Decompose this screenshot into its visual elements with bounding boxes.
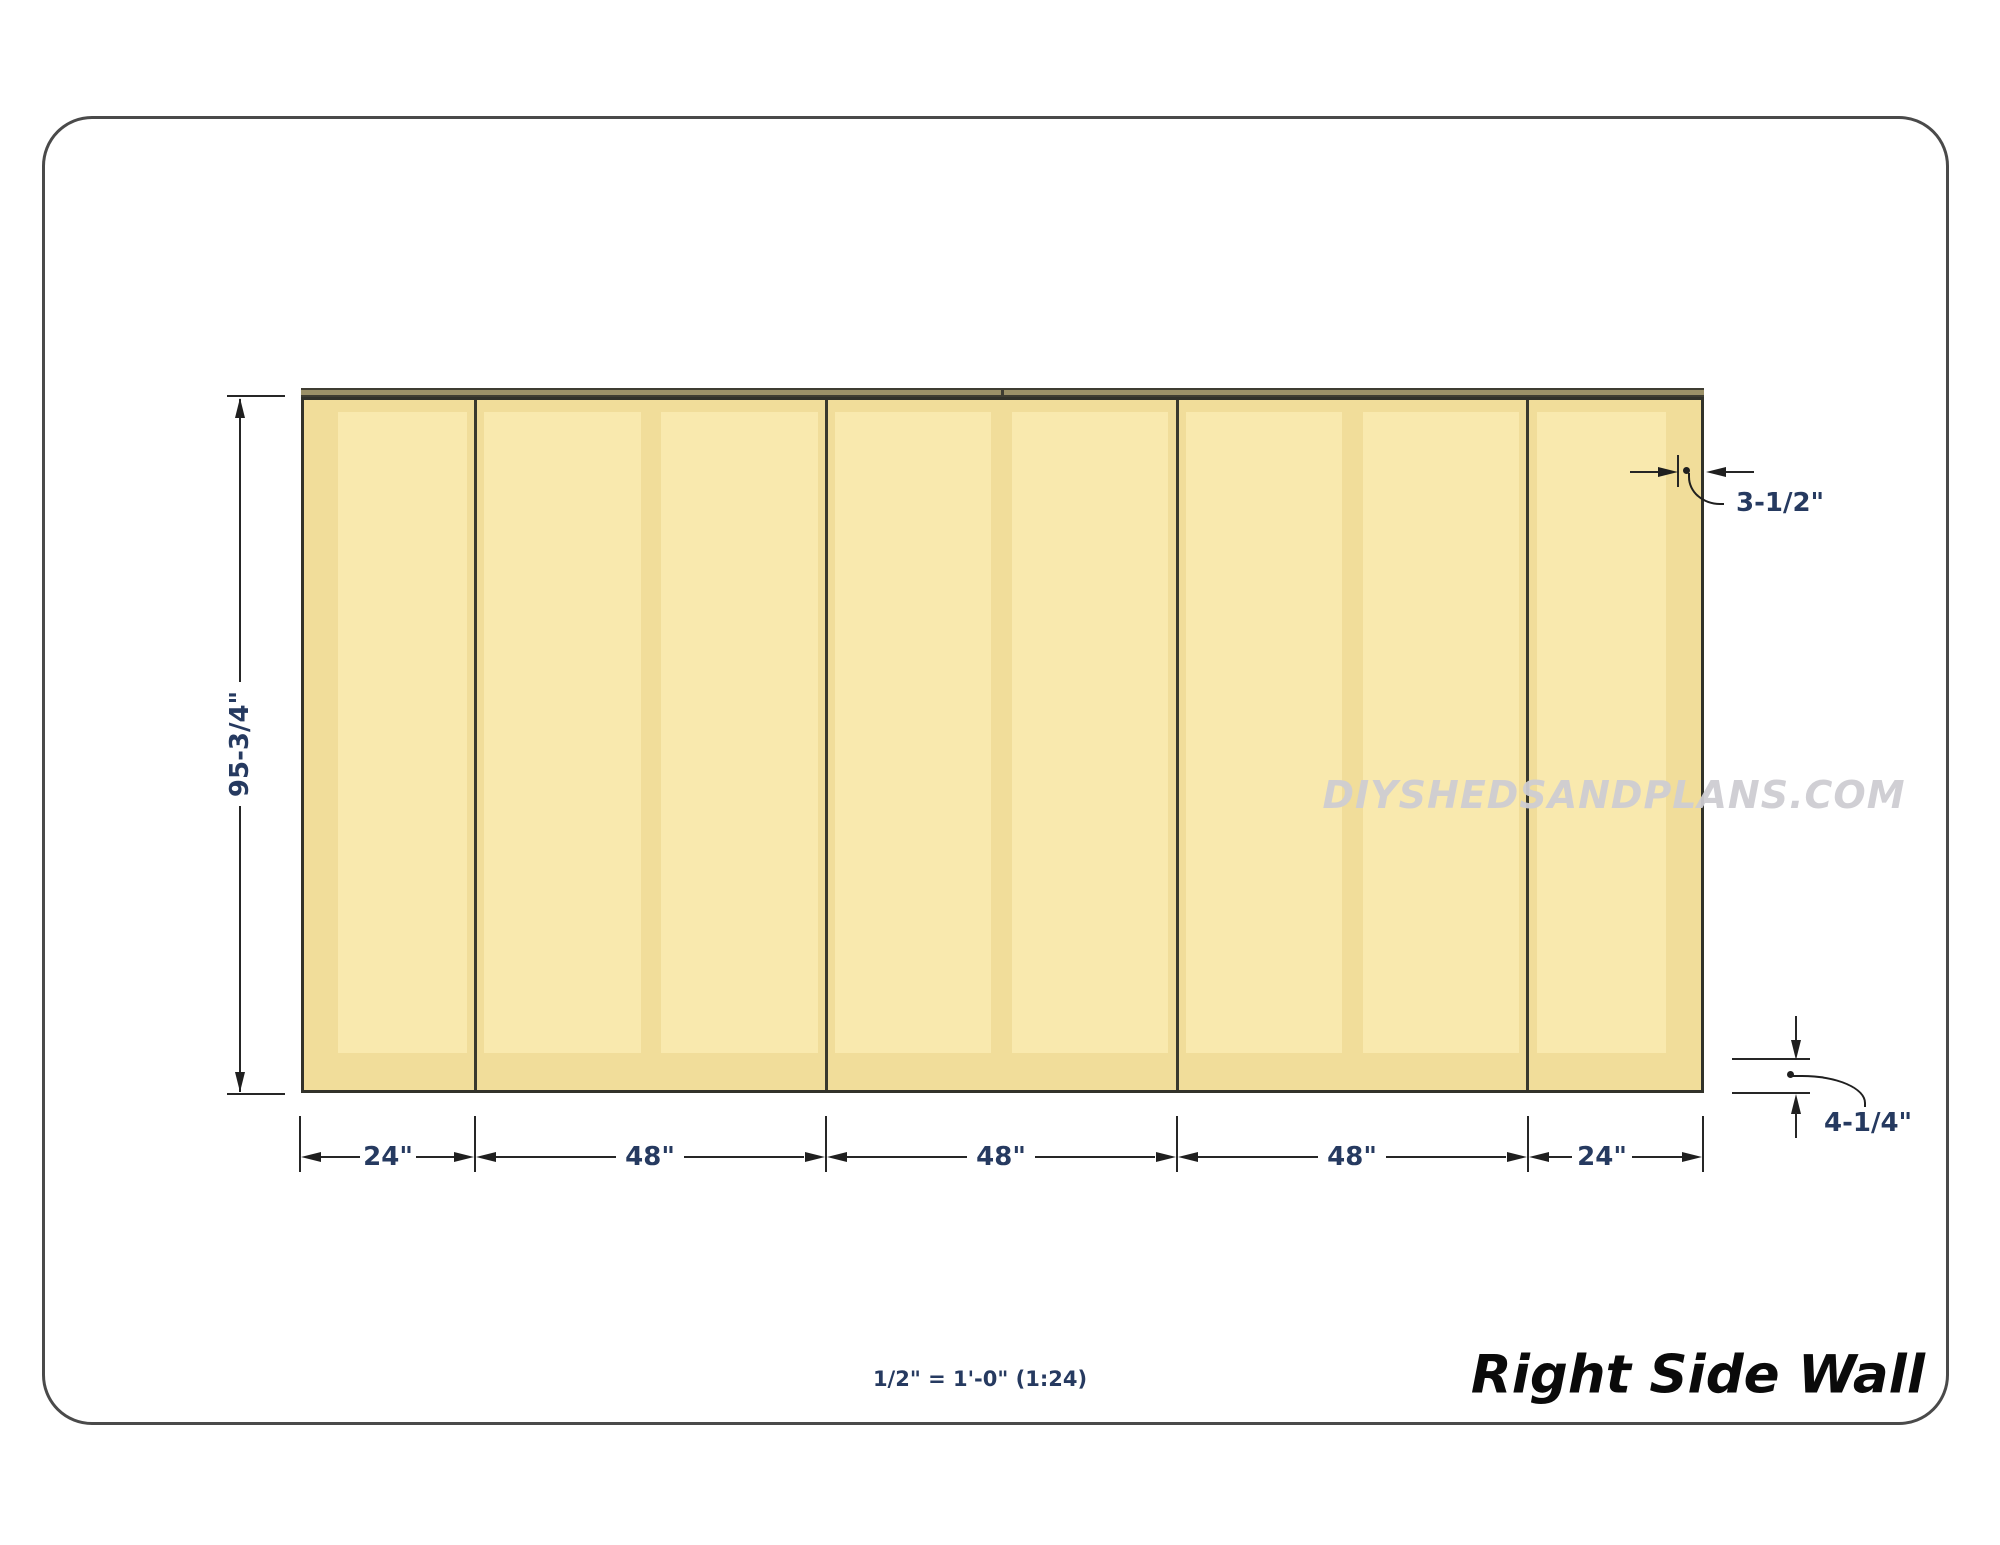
arrowhead-down	[1791, 1040, 1801, 1060]
stud-line	[1526, 400, 1529, 1090]
width-dimension-label: 48"	[976, 1142, 1026, 1172]
dimension-line	[239, 399, 241, 682]
stud-line	[474, 400, 477, 1090]
arrowhead-right	[1682, 1152, 1702, 1162]
dimension-line	[1198, 1156, 1318, 1158]
bottom-overhang-label: 4-1/4"	[1824, 1108, 1913, 1138]
arrowhead-left	[1529, 1152, 1549, 1162]
dimension-tick	[474, 1116, 476, 1172]
siding-panel	[661, 412, 818, 1053]
extension-line	[1732, 1058, 1810, 1060]
dimension-line	[1035, 1156, 1155, 1158]
arrowhead-left	[827, 1152, 847, 1162]
scale-note: 1/2" = 1'-0" (1:24)	[872, 1367, 1088, 1391]
dimension-line	[1795, 1016, 1797, 1043]
watermark: DIYSHEDSANDPLANS.COM	[1322, 773, 1906, 817]
arrowhead-left	[301, 1152, 321, 1162]
stud-line	[1176, 400, 1179, 1090]
dimension-tick	[1527, 1116, 1529, 1172]
dimension-line	[416, 1156, 455, 1158]
arrowhead-right	[1156, 1152, 1176, 1162]
height-dimension-label: 95-3/4"	[225, 690, 255, 798]
leader-dot	[1683, 467, 1690, 474]
width-dimension-label: 48"	[625, 1142, 675, 1172]
width-dimension-label: 24"	[1577, 1142, 1627, 1172]
dimension-line	[321, 1156, 360, 1158]
top-plate-joint	[1001, 389, 1004, 397]
width-dimension-label: 24"	[363, 1142, 413, 1172]
drawing-title: Right Side Wall	[1470, 1344, 1925, 1406]
stud-line	[825, 400, 828, 1090]
arrowhead-down	[235, 1072, 245, 1092]
dimension-line	[496, 1156, 616, 1158]
dimension-line	[1795, 1112, 1797, 1138]
leader-dot	[1787, 1071, 1794, 1078]
dimension-line	[239, 806, 241, 1092]
extension-line	[227, 395, 285, 397]
siding-panel	[1537, 412, 1666, 1053]
arrowhead-right	[805, 1152, 825, 1162]
dimension-tick	[825, 1116, 827, 1172]
dimension-line	[1549, 1156, 1572, 1158]
dimension-tick	[299, 1116, 301, 1172]
dimension-line	[1726, 471, 1754, 473]
siding-panel	[338, 412, 467, 1053]
dimension-tick	[1677, 455, 1679, 487]
dimension-tick	[1176, 1116, 1178, 1172]
dimension-line	[847, 1156, 967, 1158]
arrowhead-left	[1706, 467, 1726, 477]
arrowhead-right	[454, 1152, 474, 1162]
extension-line	[227, 1093, 285, 1095]
siding-panel	[484, 412, 641, 1053]
dimension-line	[1630, 471, 1658, 473]
stud-depth-label: 3-1/2"	[1736, 488, 1825, 518]
dimension-line	[1386, 1156, 1506, 1158]
arrowhead-up	[235, 398, 245, 418]
siding-panel	[1012, 412, 1168, 1053]
arrowhead-right	[1658, 467, 1678, 477]
arrowhead-left	[476, 1152, 496, 1162]
arrowhead-left	[1178, 1152, 1198, 1162]
dimension-line	[684, 1156, 804, 1158]
siding-panel	[1363, 412, 1519, 1053]
dimension-tick	[1702, 1116, 1704, 1172]
sheet-border	[42, 116, 1949, 1425]
siding-panel	[1186, 412, 1342, 1053]
arrowhead-right	[1507, 1152, 1527, 1162]
width-dimension-label: 48"	[1327, 1142, 1377, 1172]
siding-panel	[835, 412, 991, 1053]
dimension-line	[1632, 1156, 1682, 1158]
extension-line	[1732, 1092, 1810, 1094]
